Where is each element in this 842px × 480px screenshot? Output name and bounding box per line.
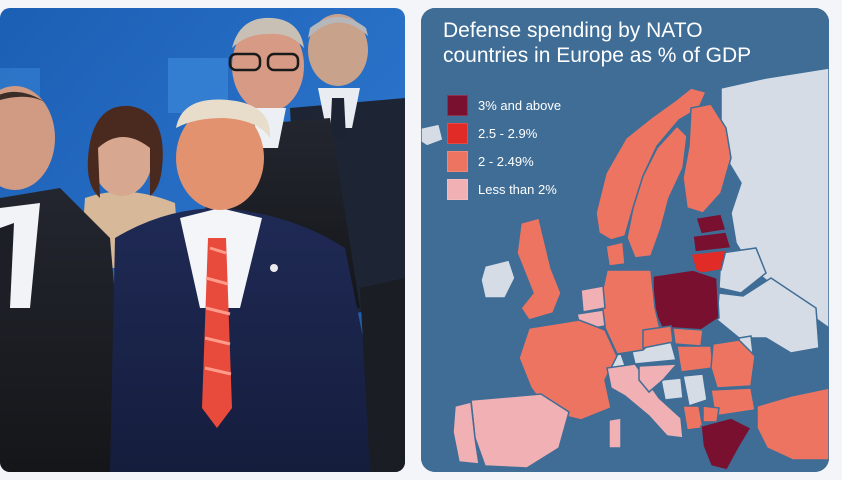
legend-swatch [447,94,468,116]
country-north-macedonia [702,405,720,423]
country-ireland [480,259,516,299]
country-norway [595,87,708,241]
country-belarus [718,247,767,294]
person-left [0,86,130,472]
country-portugal [452,401,480,465]
nato-spending-map: Defense spending by NATO countries in Eu… [421,8,829,472]
legend-label: Less than 2% [478,181,557,197]
country-uk [516,217,562,321]
country-slovakia [672,327,704,347]
legend-swatch [447,150,468,172]
map-title-line-1: Defense spending by NATO [443,19,703,42]
legend-item-2-to-2-49: 2 - 2.49% [447,147,561,175]
map-title: Defense spending by NATO countries in Eu… [443,18,823,68]
country-bosnia [660,377,684,401]
legend-item-less-than-2: Less than 2% [447,175,561,203]
country-netherlands [580,285,606,313]
country-finland [682,103,732,214]
country-ukraine [716,277,820,354]
news-photo [0,8,405,472]
country-iceland [421,123,444,147]
country-sweden [626,124,688,259]
legend-swatch [447,178,468,200]
legend-label: 2 - 2.49% [478,153,534,169]
country-poland [652,269,720,331]
country-lithuania [690,249,727,275]
country-latvia [692,231,732,253]
country-romania [710,339,756,389]
country-croatia [638,363,679,394]
person-right-edge [360,278,405,472]
country-sardinia [608,417,622,449]
group-photo-illustration [0,8,405,472]
country-albania [682,405,704,431]
country-serbia [682,373,708,407]
map-legend: 3% and above 2.5 - 2.9% 2 - 2.49% Less t… [447,91,561,203]
legend-label: 3% and above [478,97,562,113]
legend-swatch [447,122,468,144]
country-czechia [642,325,674,349]
person-center [110,99,390,472]
country-turkey [756,387,829,461]
country-denmark [605,241,626,267]
legend-label: 2.5 - 2.9% [478,125,538,141]
country-estonia [695,213,727,235]
country-hungary [676,345,714,373]
country-greece [700,417,753,471]
legend-item-2-5-to-2-9: 2.5 - 2.9% [447,119,561,147]
country-spain [470,393,570,469]
legend-item-3-plus: 3% and above [447,91,561,119]
map-title-line-2: countries in Europe as % of GDP [443,44,752,67]
europe-map [421,8,829,472]
